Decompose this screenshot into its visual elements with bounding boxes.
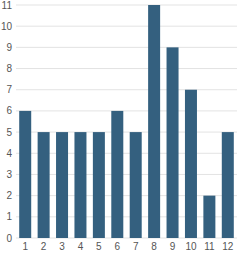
x-tick-label: 3 (59, 241, 65, 252)
bars (19, 5, 234, 238)
bar (93, 132, 105, 238)
x-tick-label: 1 (22, 241, 28, 252)
grid-line (16, 26, 237, 27)
bar (185, 90, 197, 238)
grid-line (16, 47, 237, 48)
bar (111, 111, 123, 238)
x-tick-label: 8 (151, 241, 157, 252)
y-tick-label: 6 (6, 105, 12, 116)
x-tick-label: 9 (170, 241, 176, 252)
y-tick-label: 10 (1, 21, 13, 32)
bar (19, 111, 31, 238)
x-tick-label: 6 (115, 241, 121, 252)
x-tick-label: 11 (204, 241, 215, 252)
y-tick-label: 0 (6, 233, 12, 244)
grid-line (16, 110, 237, 111)
bar (222, 132, 234, 238)
grid (16, 5, 237, 238)
x-tick-label: 4 (78, 241, 84, 252)
y-tick-label: 3 (6, 169, 12, 180)
y-tick-label: 8 (6, 63, 12, 74)
grid-line (16, 89, 237, 90)
y-tick-label: 2 (6, 190, 12, 201)
y-tick-label: 7 (6, 84, 12, 95)
bar (167, 47, 179, 238)
bar (74, 132, 86, 238)
x-tick-label: 5 (96, 241, 102, 252)
x-tick-label: 12 (222, 241, 234, 252)
y-tick-label: 9 (6, 42, 12, 53)
y-tick-label: 4 (6, 148, 12, 159)
x-tick-label: 10 (185, 241, 197, 252)
bar (130, 132, 142, 238)
bar (148, 5, 160, 238)
bar (56, 132, 68, 238)
y-tick-label: 1 (6, 211, 12, 222)
grid-line (16, 68, 237, 69)
chart: 01234567891011123456789101112 (0, 0, 240, 258)
grid-line (16, 5, 237, 6)
x-tick-label: 7 (133, 241, 139, 252)
y-tick-label: 11 (2, 0, 13, 11)
bar (38, 132, 50, 238)
chart-container: 01234567891011123456789101112 (0, 0, 240, 258)
bar (203, 196, 215, 238)
x-tick-label: 2 (41, 241, 47, 252)
y-tick-label: 5 (6, 127, 12, 138)
